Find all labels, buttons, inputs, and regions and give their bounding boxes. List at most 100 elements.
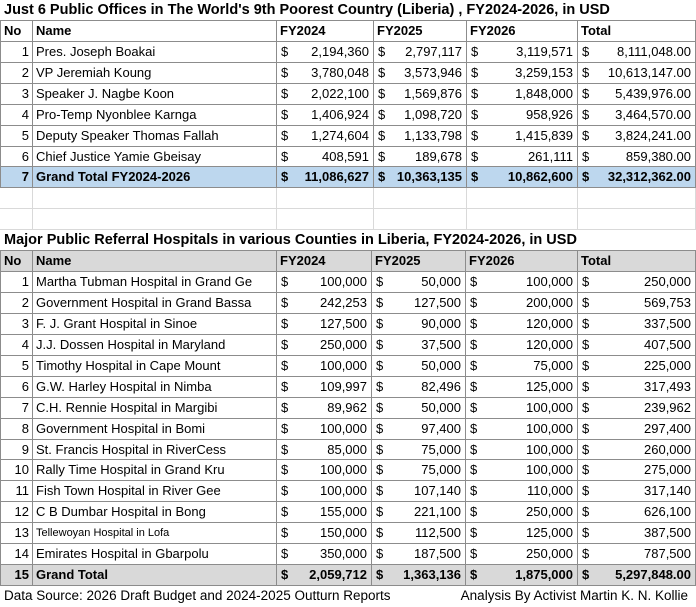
cell: $100,000	[466, 418, 578, 440]
currency-symbol: $	[470, 399, 478, 415]
currency-symbol: $	[376, 420, 384, 436]
amount: 2,059,712	[309, 567, 367, 583]
cell: 1	[0, 41, 33, 63]
currency-symbol: $	[470, 357, 478, 373]
amount: 1,406,924	[311, 106, 369, 122]
currency-symbol: $	[470, 315, 478, 331]
amount: 408,591	[322, 148, 369, 164]
cell: $89,962	[277, 397, 372, 419]
amount: 5,297,848.00	[615, 567, 691, 583]
amount: 250,000	[320, 336, 367, 352]
currency-symbol: $	[281, 483, 289, 499]
cell: $120,000	[466, 313, 578, 335]
empty-cell	[0, 188, 33, 210]
cell: $50,000	[372, 397, 466, 419]
currency-symbol: $	[582, 525, 590, 541]
amount: 89,962	[327, 399, 367, 415]
header-cell: No	[0, 20, 33, 42]
currency-symbol: $	[582, 315, 590, 331]
amount: 626,100	[644, 504, 691, 520]
cell: Chief Justice Yamie Gbeisay	[33, 146, 277, 168]
amount: 90,000	[421, 315, 461, 331]
amount: 1,133,798	[404, 127, 462, 143]
cell: $1,848,000	[467, 83, 578, 105]
empty-cell	[277, 209, 374, 231]
currency-symbol: $	[582, 546, 590, 562]
amount: 3,259,153	[515, 64, 573, 80]
cell: $50,000	[372, 355, 466, 377]
amount: 221,100	[414, 504, 461, 520]
cell: VP Jeremiah Koung	[33, 62, 277, 84]
currency-symbol: $	[281, 85, 289, 101]
currency-symbol: $	[281, 43, 289, 59]
currency-symbol: $	[470, 336, 478, 352]
cell: $50,000	[372, 272, 466, 294]
cell: $11,086,627	[277, 167, 374, 189]
header-cell: Total	[578, 20, 696, 42]
cell: $10,862,600	[467, 167, 578, 189]
cell: Grand Total FY2024-2026	[33, 167, 277, 189]
cell: Tellewoyan Hospital in Lofa	[33, 523, 277, 545]
currency-symbol: $	[470, 378, 478, 394]
cell: $100,000	[277, 481, 372, 503]
amount: 200,000	[526, 295, 573, 311]
currency-symbol: $	[470, 441, 478, 457]
currency-symbol: $	[582, 399, 590, 415]
currency-symbol: $	[281, 64, 289, 80]
amount: 569,753	[644, 295, 691, 311]
cell: Grand Total	[33, 565, 277, 587]
cell: $958,926	[467, 104, 578, 126]
cell: $859,380.00	[578, 146, 696, 168]
cell: $787,500	[578, 544, 696, 566]
cell: $250,000	[466, 544, 578, 566]
amount: 82,496	[421, 378, 461, 394]
amount: 407,500	[644, 336, 691, 352]
currency-symbol: $	[582, 64, 590, 80]
currency-symbol: $	[378, 127, 386, 143]
cell: 6	[0, 146, 33, 168]
currency-symbol: $	[281, 378, 289, 394]
cell: $127,500	[277, 313, 372, 335]
cell: Fish Town Hospital in River Gee	[33, 481, 277, 503]
empty-cell	[578, 209, 696, 231]
amount: 3,824,241.00	[615, 127, 691, 143]
amount: 387,500	[644, 525, 691, 541]
cell: $120,000	[466, 334, 578, 356]
empty-cell	[277, 188, 374, 210]
amount: 250,000	[526, 546, 573, 562]
cell: $260,000	[578, 439, 696, 461]
cell: $350,000	[277, 544, 372, 566]
cell: 2	[0, 293, 33, 314]
amount: 32,312,362.00	[607, 169, 691, 185]
amount: 10,613,147.00	[607, 64, 691, 80]
cell: $3,780,048	[277, 62, 374, 84]
cell: $1,406,924	[277, 104, 374, 126]
cell: $250,000	[578, 272, 696, 294]
currency-symbol: $	[376, 274, 384, 290]
cell: $3,119,571	[467, 41, 578, 63]
currency-symbol: $	[376, 567, 384, 583]
currency-symbol: $	[470, 462, 478, 478]
empty-cell	[467, 188, 578, 210]
table-title: Just 6 Public Offices in The World's 9th…	[0, 0, 696, 21]
cell: $3,824,241.00	[578, 125, 696, 147]
currency-symbol: $	[582, 295, 590, 311]
cell: 4	[0, 104, 33, 126]
cell: $2,797,117	[374, 41, 467, 63]
empty-cell	[374, 188, 467, 210]
cell: $109,997	[277, 376, 372, 398]
currency-symbol: $	[281, 357, 289, 373]
empty-cell	[467, 209, 578, 231]
cell: Government Hospital in Bomi	[33, 418, 277, 440]
currency-symbol: $	[582, 420, 590, 436]
currency-symbol: $	[471, 85, 479, 101]
currency-symbol: $	[281, 420, 289, 436]
currency-symbol: $	[470, 274, 478, 290]
currency-symbol: $	[281, 546, 289, 562]
amount: 100,000	[320, 462, 367, 478]
empty-cell	[578, 188, 696, 210]
amount: 1,848,000	[515, 85, 573, 101]
amount: 10,363,135	[396, 169, 462, 185]
amount: 1,363,136	[403, 567, 461, 583]
